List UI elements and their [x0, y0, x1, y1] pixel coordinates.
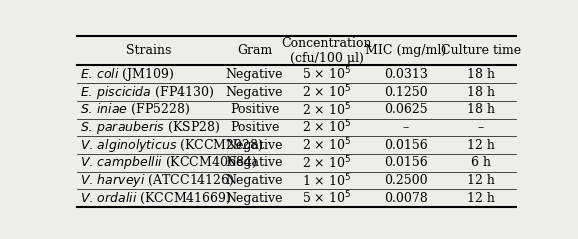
Text: Positive: Positive: [230, 103, 279, 116]
Text: Negative: Negative: [226, 192, 283, 205]
Text: Gram: Gram: [237, 44, 272, 57]
Text: $E.\,coli$ (JM109): $E.\,coli$ (JM109): [80, 66, 175, 83]
Text: 0.0313: 0.0313: [384, 68, 428, 81]
Text: 12 h: 12 h: [466, 174, 495, 187]
Text: Negative: Negative: [226, 86, 283, 98]
Text: Negative: Negative: [226, 139, 283, 152]
Text: Culture time: Culture time: [440, 44, 521, 57]
Text: 18 h: 18 h: [466, 68, 495, 81]
Text: 2 × 10$^5$: 2 × 10$^5$: [302, 155, 351, 171]
Text: 5 × 10$^5$: 5 × 10$^5$: [302, 66, 351, 83]
Text: 2 × 10$^5$: 2 × 10$^5$: [302, 137, 351, 153]
Text: 12 h: 12 h: [466, 192, 495, 205]
Text: 0.0156: 0.0156: [384, 139, 428, 152]
Text: Positive: Positive: [230, 121, 279, 134]
Text: –: –: [403, 121, 409, 134]
Text: 0.0156: 0.0156: [384, 156, 428, 169]
Text: Negative: Negative: [226, 174, 283, 187]
Text: $S.\,parauberis$ (KSP28): $S.\,parauberis$ (KSP28): [80, 119, 221, 136]
Text: Strains: Strains: [127, 44, 172, 57]
Text: 0.1250: 0.1250: [384, 86, 428, 98]
Text: 2 × 10$^5$: 2 × 10$^5$: [302, 84, 351, 100]
Text: –: –: [477, 121, 484, 134]
Text: $E.\,piscicida$ (FP4130): $E.\,piscicida$ (FP4130): [80, 84, 214, 101]
Text: 12 h: 12 h: [466, 139, 495, 152]
Text: Concentration
(cfu/100 μl): Concentration (cfu/100 μl): [281, 37, 372, 65]
Text: 1 × 10$^5$: 1 × 10$^5$: [302, 172, 351, 189]
Text: $V.\,harveyi$ (ATCC14126): $V.\,harveyi$ (ATCC14126): [80, 172, 235, 189]
Text: $V.\,alginolyticus$ (KCCM2928): $V.\,alginolyticus$ (KCCM2928): [80, 137, 264, 154]
Text: 0.0078: 0.0078: [384, 192, 428, 205]
Text: $V.\,ordalii$ (KCCM41669): $V.\,ordalii$ (KCCM41669): [80, 191, 232, 206]
Text: 18 h: 18 h: [466, 103, 495, 116]
Text: $S.\,iniae$ (FP5228): $S.\,iniae$ (FP5228): [80, 102, 191, 117]
Text: 2 × 10$^5$: 2 × 10$^5$: [302, 102, 351, 118]
Text: 5 × 10$^5$: 5 × 10$^5$: [302, 190, 351, 207]
Text: 6 h: 6 h: [470, 156, 491, 169]
Text: 0.2500: 0.2500: [384, 174, 428, 187]
Text: 2 × 10$^5$: 2 × 10$^5$: [302, 119, 351, 136]
Text: Negative: Negative: [226, 68, 283, 81]
Text: 0.0625: 0.0625: [384, 103, 428, 116]
Text: $V.\,campbellii$ (KCCM40684): $V.\,campbellii$ (KCCM40684): [80, 154, 257, 171]
Text: MIC (mg/ml): MIC (mg/ml): [365, 44, 447, 57]
Text: 18 h: 18 h: [466, 86, 495, 98]
Text: Negative: Negative: [226, 156, 283, 169]
